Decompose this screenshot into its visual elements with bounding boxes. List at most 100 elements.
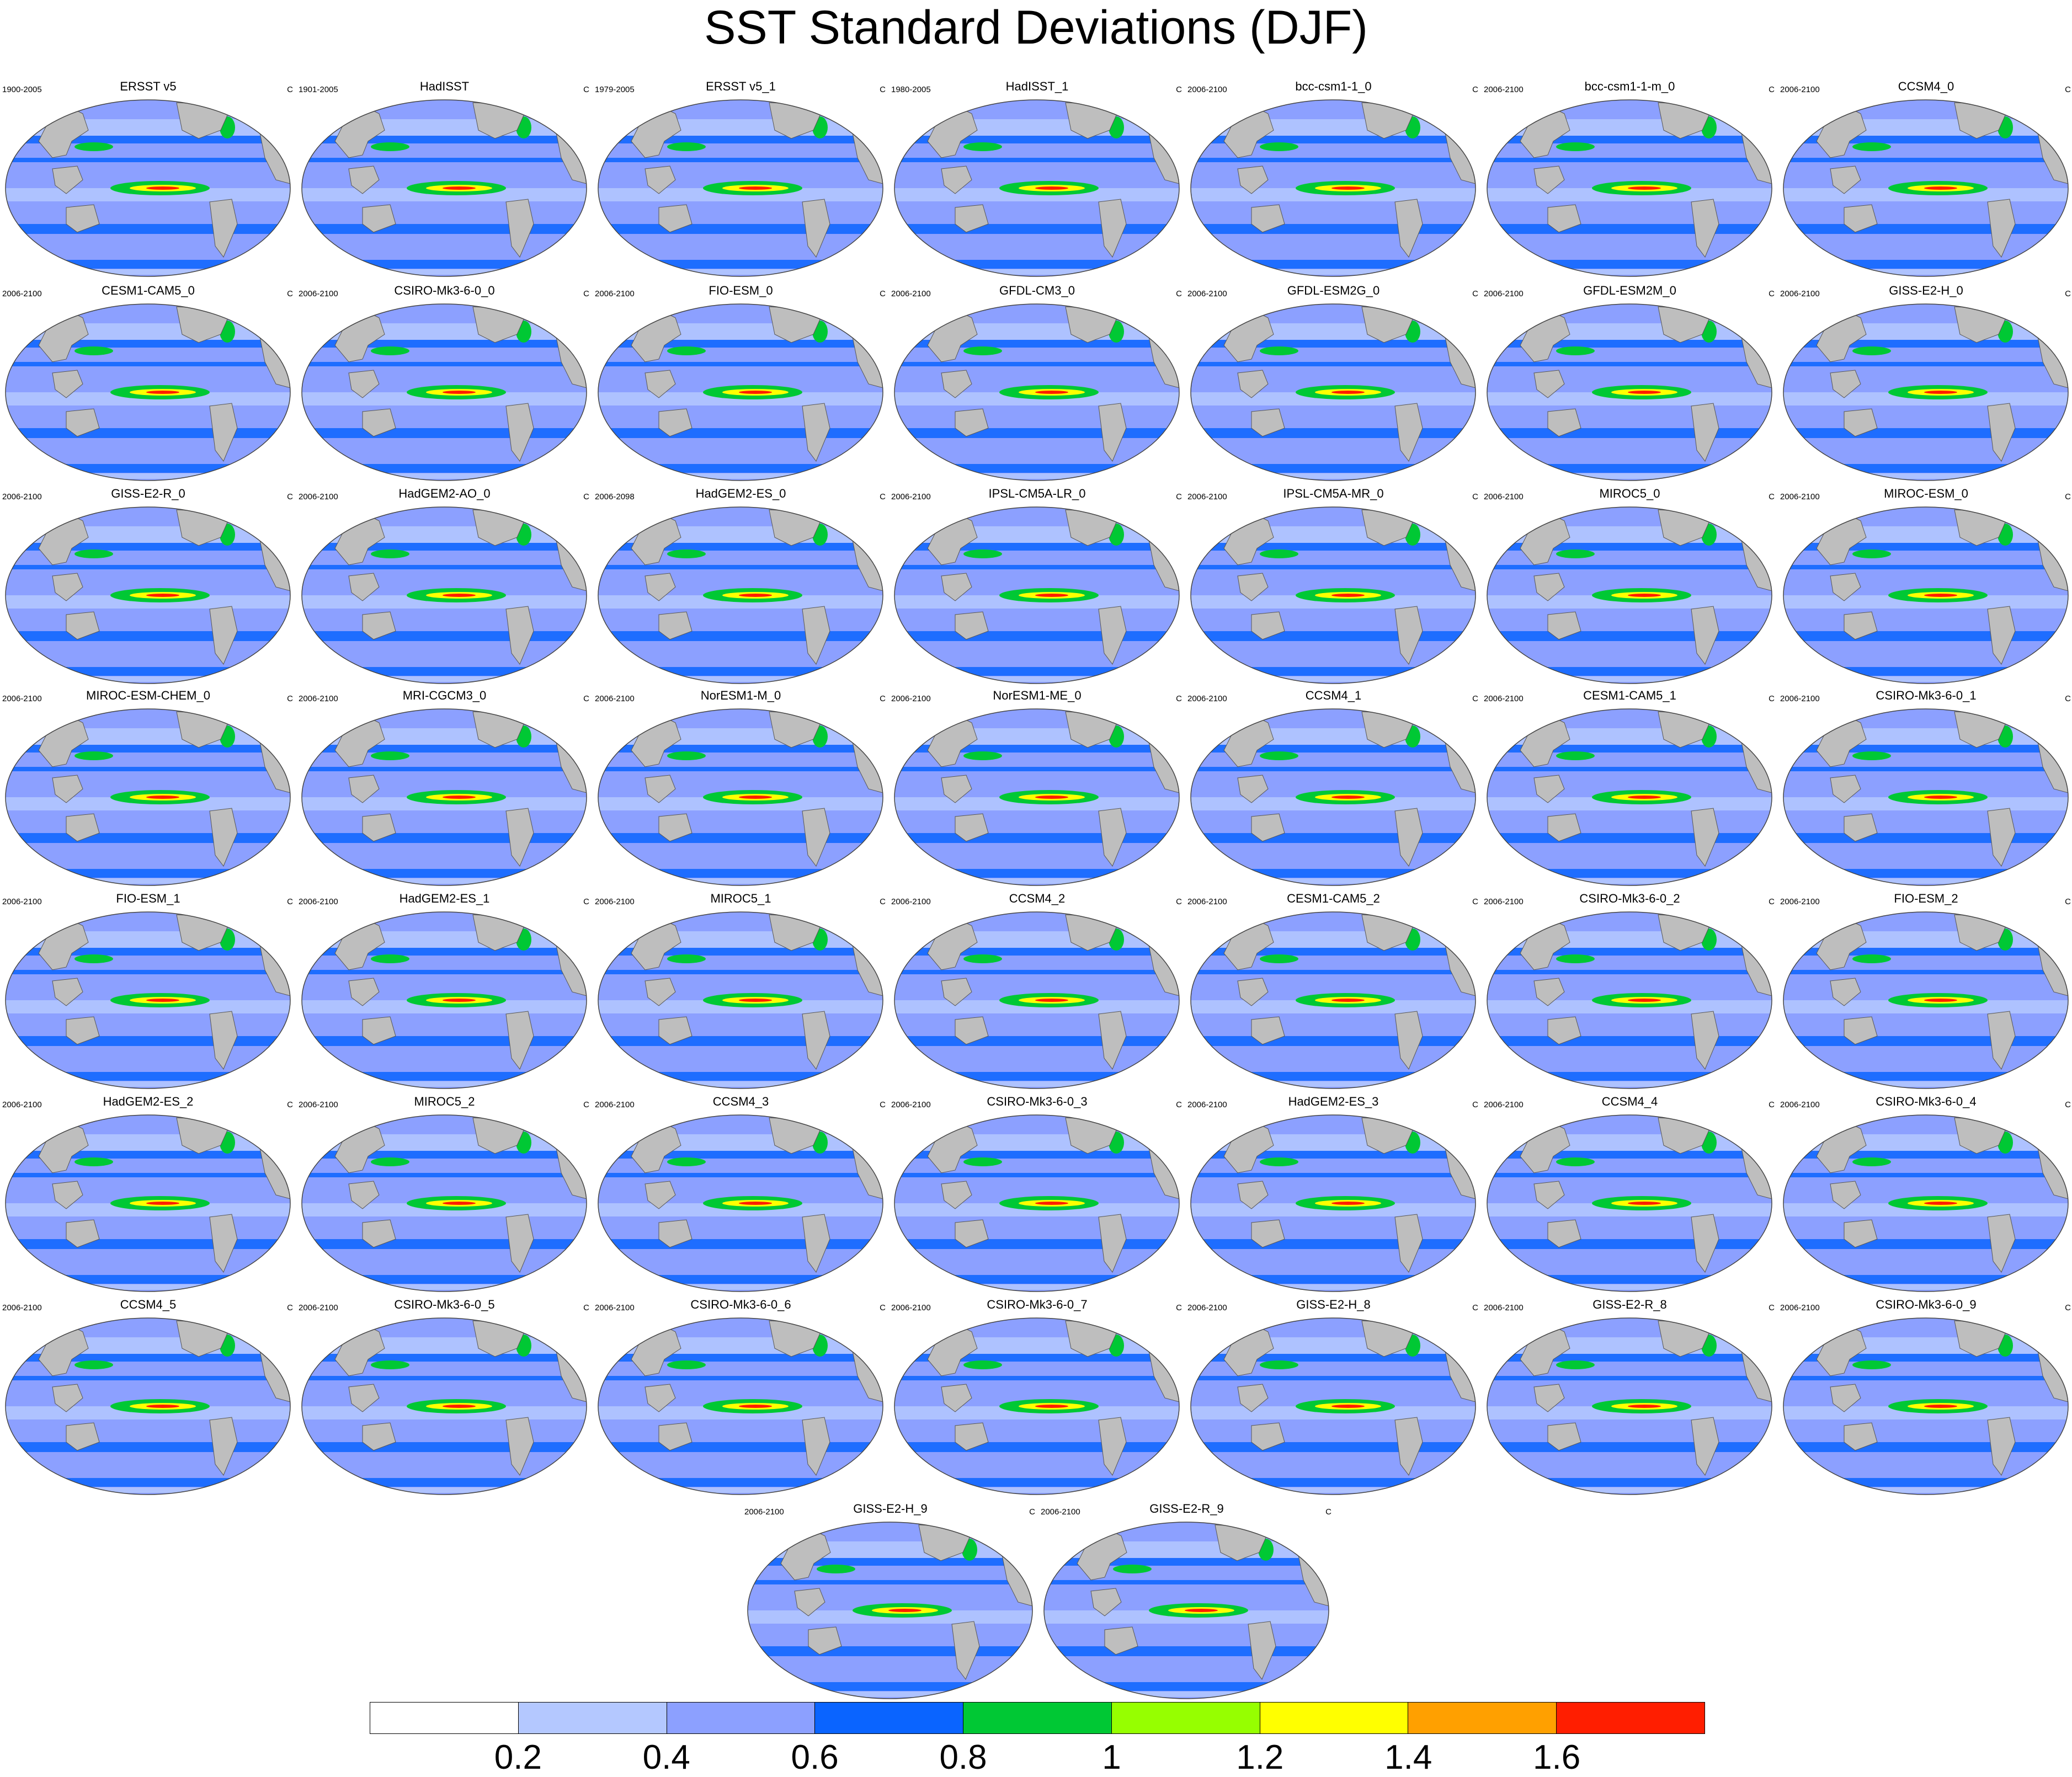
panel-title: NorESM1-M_0 — [700, 689, 781, 702]
panel-title: CSIRO-Mk3-6-0_0 — [394, 284, 495, 297]
colorbar-swatch — [1557, 1703, 1705, 1733]
panel-unit: C — [1325, 1507, 1331, 1517]
panel-title: GFDL-CM3_0 — [999, 284, 1075, 297]
world-map — [301, 1114, 587, 1292]
world-map — [1190, 1114, 1476, 1292]
panel-unit: C — [287, 897, 293, 906]
panel-period: 2006-2100 — [1780, 1100, 1820, 1109]
world-map — [1487, 1114, 1772, 1292]
panel-period: 2006-2100 — [1484, 85, 1524, 94]
map-panel: 2006-2100 GISS-E2-R_9 C — [1038, 1502, 1335, 1704]
world-map — [1190, 708, 1476, 886]
colorbar-tick-label: 1.4 — [1384, 1738, 1432, 1776]
panel-unit: C — [583, 289, 589, 298]
panel-title: GFDL-ESM2G_0 — [1287, 284, 1380, 297]
panel-unit: C — [1176, 492, 1182, 501]
map-panel: 2006-2100 GISS-E2-R_0 C — [0, 487, 296, 689]
panel-unit: C — [880, 1100, 886, 1109]
world-map — [1043, 1522, 1329, 1699]
panel-period: 2006-2100 — [891, 492, 931, 501]
panel-unit: C — [583, 1303, 589, 1312]
map-panel: 2006-2100 CCSM4_2 C — [889, 892, 1185, 1093]
panel-period: 2006-2100 — [1780, 694, 1820, 703]
panel-period: 2006-2100 — [1780, 897, 1820, 906]
panel-title: GISS-E2-H_8 — [1296, 1298, 1371, 1311]
panel-unit: C — [1472, 1100, 1478, 1109]
map-panel: 2006-2100 CESM1-CAM5_0 C — [0, 284, 296, 485]
panel-title: ERSST v5_1 — [706, 79, 776, 93]
world-map — [301, 303, 587, 481]
map-panel: 2006-2100 HadGEM2-ES_2 C — [0, 1095, 296, 1296]
world-map — [1487, 99, 1772, 277]
world-map — [598, 99, 883, 277]
map-panel: 2006-2100 FIO-ESM_1 C — [0, 892, 296, 1093]
panel-unit: C — [2065, 1303, 2071, 1312]
panel-title: CSIRO-Mk3-6-0_1 — [1876, 689, 1977, 702]
panel-unit: C — [287, 1100, 293, 1109]
panel-unit: C — [1769, 897, 1775, 906]
map-panel: 1980-2005 HadISST_1 C — [889, 79, 1185, 281]
map-panel: 2006-2100 GISS-E2-H_9 C — [742, 1502, 1038, 1704]
map-panel: 2006-2100 GISS-E2-H_0 C — [1778, 284, 2072, 485]
world-map — [301, 911, 587, 1089]
world-map — [5, 1114, 291, 1292]
panel-unit: C — [1472, 694, 1478, 703]
map-panel: 2006-2100 NorESM1-ME_0 C — [889, 689, 1185, 890]
panel-unit: C — [1176, 289, 1182, 298]
map-panel: 2006-2100 CCSM4_5 C — [0, 1298, 296, 1499]
world-map — [1783, 911, 2069, 1089]
panel-period: 2006-2100 — [299, 694, 338, 703]
map-panel: 2006-2100 MIROC-ESM_0 C — [1778, 487, 2072, 689]
panel-unit: C — [1769, 85, 1775, 94]
panel-period: 2006-2100 — [299, 289, 338, 298]
world-map — [894, 506, 1180, 684]
map-panel: 2006-2100 CCSM4_1 C — [1185, 689, 1482, 890]
map-panel: 2006-2100 GFDL-CM3_0 C — [889, 284, 1185, 485]
world-map — [1190, 911, 1476, 1089]
panel-title: CCSM4_2 — [1009, 892, 1066, 905]
map-panel: 2006-2100 GISS-E2-R_8 C — [1482, 1298, 1778, 1499]
panel-unit: C — [1176, 694, 1182, 703]
colorbar-swatch — [370, 1703, 519, 1733]
world-map — [1190, 99, 1476, 277]
panel-unit: C — [2065, 492, 2071, 501]
map-panel: 2006-2100 IPSL-CM5A-LR_0 C — [889, 487, 1185, 689]
world-map — [894, 1114, 1180, 1292]
world-map — [5, 506, 291, 684]
panel-period: 2006-2100 — [1780, 289, 1820, 298]
panel-title: HadGEM2-ES_1 — [399, 892, 490, 905]
map-panel: 2006-2100 FIO-ESM_2 C — [1778, 892, 2072, 1093]
panel-period: 2006-2100 — [1187, 85, 1227, 94]
panel-title: MRI-CGCM3_0 — [402, 689, 487, 702]
map-panel: 2006-2100 MIROC5_0 C — [1482, 487, 1778, 689]
panel-title: MIROC-ESM_0 — [1884, 487, 1968, 500]
colorbar-swatch — [1260, 1703, 1409, 1733]
panel-period: 2006-2100 — [891, 1100, 931, 1109]
world-map — [1487, 1317, 1772, 1495]
colorbar-tick-label: 0.2 — [494, 1738, 542, 1776]
panel-title: MIROC5_2 — [414, 1095, 475, 1108]
colorbar-tick-label: 0.4 — [642, 1738, 690, 1776]
colorbar-tick-label: 0.8 — [939, 1738, 987, 1776]
world-map — [1487, 506, 1772, 684]
panel-unit: C — [1769, 289, 1775, 298]
panel-title: MIROC-ESM-CHEM_0 — [86, 689, 210, 702]
world-map — [747, 1522, 1033, 1699]
world-map — [301, 99, 587, 277]
panel-period: 2006-2100 — [595, 1100, 635, 1109]
panel-period: 2006-2100 — [2, 897, 42, 906]
panel-title: HadISST — [419, 79, 470, 93]
panel-title: GISS-E2-H_9 — [853, 1502, 928, 1515]
map-panel: 2006-2100 IPSL-CM5A-MR_0 C — [1185, 487, 1482, 689]
map-panel: 2006-2100 CESM1-CAM5_2 C — [1185, 892, 1482, 1093]
panel-unit: C — [1472, 85, 1478, 94]
world-map — [301, 1317, 587, 1495]
colorbar-swatch — [667, 1703, 816, 1733]
world-map — [1783, 303, 2069, 481]
map-panel: 2006-2100 MIROC5_2 C — [296, 1095, 593, 1296]
panel-title: MIROC5_0 — [1599, 487, 1660, 500]
panel-period: 2006-2100 — [299, 897, 338, 906]
world-map — [894, 303, 1180, 481]
panel-unit: C — [287, 694, 293, 703]
panel-period: 2006-2100 — [1187, 694, 1227, 703]
